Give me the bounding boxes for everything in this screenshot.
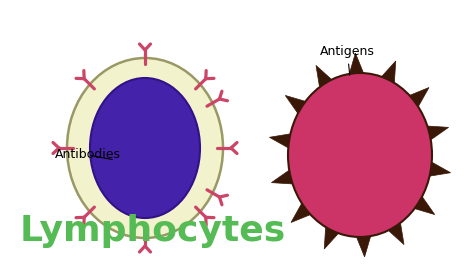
Ellipse shape [67,58,223,238]
Polygon shape [414,197,435,215]
Polygon shape [428,126,448,140]
Polygon shape [388,224,404,244]
Text: Lymphocytes: Lymphocytes [20,214,286,248]
Polygon shape [291,204,310,222]
Ellipse shape [90,78,200,218]
Polygon shape [272,171,292,184]
Polygon shape [285,95,306,113]
Polygon shape [430,162,451,176]
Ellipse shape [288,73,432,237]
Polygon shape [349,53,364,73]
Polygon shape [269,134,290,148]
Text: Antibodies: Antibodies [55,148,121,161]
Polygon shape [410,88,429,106]
Polygon shape [324,228,338,249]
Polygon shape [382,61,396,82]
Polygon shape [356,236,371,257]
Polygon shape [316,65,332,86]
Text: Antigens: Antigens [320,45,375,75]
